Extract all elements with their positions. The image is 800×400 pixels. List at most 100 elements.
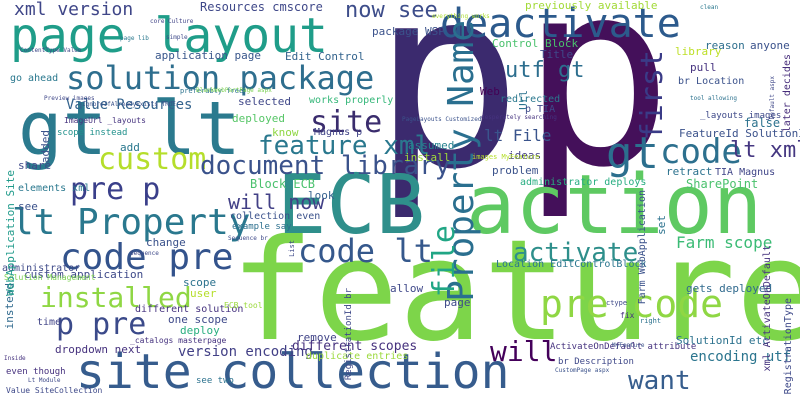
- word: Solution Management: [4, 273, 96, 282]
- word: Value SiteCollection: [6, 386, 103, 395]
- word: one scope: [168, 313, 228, 326]
- word: gt: [606, 128, 659, 179]
- word: _layouts images: [700, 111, 782, 121]
- word: xml version: [14, 0, 134, 20]
- word: ECB tool: [224, 301, 263, 310]
- word: pre p: [70, 172, 161, 207]
- word: look: [308, 189, 335, 202]
- word: pull: [690, 61, 717, 74]
- word: time: [37, 317, 62, 328]
- word: install: [404, 151, 451, 164]
- word: reason: [705, 39, 745, 52]
- word: page layout: [10, 8, 328, 64]
- word: want: [628, 366, 691, 396]
- word: p: [520, 0, 674, 224]
- word: MyFeature: [612, 342, 645, 349]
- word: p pre: [56, 307, 147, 342]
- word: Magnus p: [314, 127, 363, 138]
- word: encoding utf: [690, 349, 792, 365]
- word: scope instead: [57, 128, 128, 138]
- word: lt xml: [730, 138, 800, 163]
- word: pre code: [540, 282, 724, 326]
- word: Preview images: [44, 95, 95, 102]
- word: will now: [228, 190, 325, 214]
- word: site: [310, 105, 383, 140]
- word: br Description: [558, 357, 634, 367]
- word: Location EditControlBlock: [496, 259, 647, 270]
- word: ImageUrl _layouts: [64, 116, 146, 125]
- word: List: [288, 240, 296, 257]
- word: Sequence: [130, 250, 159, 257]
- word: administrator deploys: [520, 177, 647, 188]
- word: set: [655, 215, 668, 235]
- word: RegistrationType: [783, 298, 794, 395]
- word: code pre: [60, 237, 234, 278]
- word: clean: [700, 4, 719, 11]
- word: first: [635, 50, 670, 141]
- word: works properly: [309, 95, 394, 106]
- word: gt lt: [18, 86, 241, 172]
- word: Block ECB: [250, 177, 316, 191]
- word: preferably free: [180, 87, 244, 95]
- word: page: [444, 296, 471, 309]
- word: example say: [232, 222, 292, 232]
- word: right: [640, 317, 662, 325]
- word: site collection: [76, 344, 510, 400]
- word: simple: [166, 34, 188, 41]
- word: change: [146, 236, 186, 249]
- word: file: [427, 225, 462, 298]
- word: deploy: [180, 324, 220, 337]
- word: ContentType Value: [20, 47, 82, 54]
- word: duplicate entries: [306, 351, 409, 362]
- word: Edit Control: [285, 50, 365, 63]
- word: page lib: [120, 35, 149, 42]
- word: FeatureId SolutionId: [679, 127, 800, 140]
- word: retract: [666, 165, 713, 178]
- word: allow: [390, 282, 424, 295]
- word: p TIA: [525, 104, 556, 115]
- word: gets deployed: [686, 282, 773, 295]
- word: know: [272, 126, 299, 139]
- word: code: [660, 132, 742, 172]
- word: Value Resources: [66, 97, 193, 113]
- word: deployed: [232, 112, 285, 125]
- word: lt File: [484, 126, 552, 145]
- word: ctype: [606, 299, 628, 307]
- word: Web: [480, 85, 500, 98]
- word: Lt Module: [28, 377, 61, 384]
- word: deactivate: [440, 1, 681, 47]
- word: desperately searching: [481, 114, 557, 121]
- word: different scopes: [292, 339, 418, 354]
- word: previously available: [525, 0, 658, 12]
- word: Farm WebApplication: [637, 190, 648, 305]
- word: now see: [345, 0, 438, 23]
- word: Farm scope: [676, 233, 773, 252]
- word: Sequence br: [228, 235, 268, 242]
- word: package WSP: [372, 25, 445, 38]
- word: _catalogs masterpage: [130, 336, 227, 345]
- word: SolutionId etc: [676, 334, 769, 347]
- word: scope: [183, 276, 217, 289]
- word: later decides: [782, 54, 793, 133]
- word: RegistrationId br: [344, 288, 354, 381]
- word: lt Property: [12, 202, 251, 243]
- word: ideas: [508, 149, 542, 162]
- word: Title: [540, 48, 574, 61]
- word: Inside: [4, 355, 26, 362]
- word: Control Block: [492, 37, 579, 50]
- word: activate: [513, 238, 639, 268]
- word: images MyFeature: [472, 153, 540, 161]
- word: assumed: [408, 139, 455, 152]
- word: Default aspx: [769, 76, 776, 120]
- word: fix: [620, 311, 635, 320]
- word: selected: [238, 95, 291, 108]
- word: everything works: [432, 13, 490, 20]
- word: different solution: [135, 304, 244, 315]
- word: document library: [200, 151, 451, 181]
- word: added: [39, 130, 52, 164]
- word: remove: [297, 331, 337, 344]
- word: feature: [230, 210, 800, 373]
- word: will: [490, 335, 558, 368]
- word: version encoding: [178, 344, 313, 360]
